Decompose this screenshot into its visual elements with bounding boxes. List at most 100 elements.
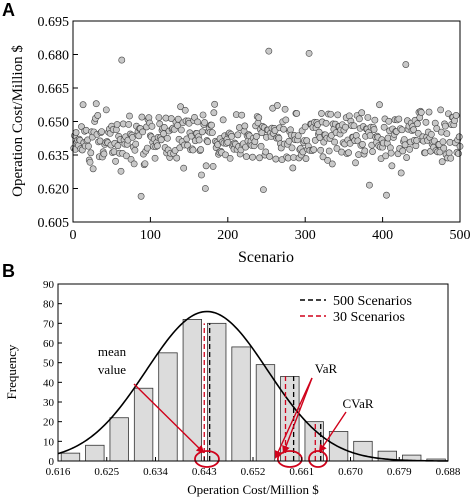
panel-b-fitted-curve xyxy=(57,310,448,462)
y-tick-label: 0.605 xyxy=(38,216,70,231)
panel-a: A 0 100 200 300 400 500 0.6050.6200.6350.6500… xyxy=(2,0,471,266)
y-tick-label: 20 xyxy=(43,417,55,429)
panel-b-annotations: mean value VaR CVaR xyxy=(98,344,374,468)
scatter-point xyxy=(382,152,390,160)
scatter-point xyxy=(345,149,352,157)
scatter-point xyxy=(114,142,122,150)
scatter-point xyxy=(285,137,293,145)
scatter-point xyxy=(438,158,446,166)
x-tick-label: 200 xyxy=(217,228,238,243)
scatter-point xyxy=(189,146,197,154)
scatter-point xyxy=(130,160,138,168)
scatter-point xyxy=(414,129,422,137)
scatter-point xyxy=(180,164,188,172)
panel-b-x-axis-label: Operation Cost/Million $ xyxy=(187,482,319,497)
scatter-point xyxy=(388,162,396,170)
scatter-point xyxy=(327,110,335,118)
scatter-point xyxy=(425,108,433,116)
scatter-point xyxy=(366,181,373,189)
scatter-point xyxy=(198,171,205,179)
scatter-point xyxy=(273,102,281,109)
annotation-mean-label: value xyxy=(98,362,126,377)
scatter-point xyxy=(173,154,181,162)
scatter-point xyxy=(112,157,119,165)
scatter-point xyxy=(266,153,273,160)
scatter-point xyxy=(222,151,229,159)
panel-a-letter: A xyxy=(2,0,15,20)
x-tick-label: 0.643 xyxy=(192,466,217,478)
histogram-bar xyxy=(158,352,178,462)
scatter-point xyxy=(324,156,332,164)
scatter-point xyxy=(157,136,165,144)
scatter-point xyxy=(226,155,234,162)
panel-b-letter: B xyxy=(2,261,15,281)
annotation-mean-label: mean xyxy=(98,344,127,359)
scatter-point xyxy=(260,186,267,194)
scatter-point xyxy=(211,100,219,108)
scatter-point xyxy=(255,114,263,122)
scatter-point xyxy=(358,109,366,117)
scatter-point xyxy=(455,150,462,158)
scatter-point xyxy=(102,106,110,114)
x-tick-label: 500 xyxy=(450,228,471,243)
scatter-point xyxy=(441,122,449,130)
scatter-point xyxy=(181,106,189,114)
scatter-point xyxy=(125,121,133,128)
scatter-point xyxy=(219,116,227,124)
y-tick-label: 50 xyxy=(43,358,55,370)
x-tick-label: 100 xyxy=(140,228,161,243)
scatter-point xyxy=(137,192,145,200)
scatter-point xyxy=(399,147,407,155)
histogram-bar xyxy=(182,318,202,462)
y-tick-label: 0.680 xyxy=(38,49,70,64)
scatter-point xyxy=(167,115,175,122)
scatter-point xyxy=(174,115,182,123)
annotation-var-label: VaR xyxy=(315,361,338,376)
scatter-point xyxy=(113,121,121,128)
scatter-point xyxy=(253,133,260,140)
scatter-point xyxy=(447,154,455,162)
y-tick-label: 0.695 xyxy=(38,15,70,30)
scatter-point xyxy=(369,148,376,155)
scatter-point xyxy=(177,126,185,134)
x-tick-label: 0.634 xyxy=(143,466,168,478)
scatter-point xyxy=(414,120,421,128)
scatter-point xyxy=(380,123,388,131)
scatter-point xyxy=(151,154,159,162)
y-tick-label: 10 xyxy=(43,436,55,448)
scatter-point xyxy=(370,126,378,133)
scatter-point xyxy=(94,112,102,119)
scatter-point xyxy=(302,155,310,162)
scatter-point xyxy=(350,122,358,130)
scatter-point xyxy=(395,115,403,123)
histogram-bar xyxy=(255,364,276,462)
scatter-point xyxy=(249,153,256,161)
histogram-bar xyxy=(109,417,129,462)
x-tick-label: 0.679 xyxy=(387,466,412,478)
scatter-point xyxy=(310,146,318,154)
scatter-point xyxy=(359,141,366,148)
x-tick-label: 0.661 xyxy=(289,466,314,478)
x-tick-label: 0.688 xyxy=(436,466,461,478)
y-tick-label: 70 xyxy=(43,318,55,330)
scatter-point xyxy=(197,146,205,153)
scatter-point xyxy=(194,118,202,126)
scatter-point xyxy=(294,132,302,140)
highlight-ellipse xyxy=(194,450,220,468)
scatter-point xyxy=(202,162,210,170)
y-tick-label: 40 xyxy=(43,377,55,389)
scatter-point xyxy=(406,145,414,153)
legend-label: 500 Scenarios xyxy=(333,294,412,309)
scatter-point xyxy=(177,103,184,111)
scatter-point xyxy=(199,111,207,119)
y-tick-label: 0.635 xyxy=(38,149,70,164)
scatter-point xyxy=(198,128,206,136)
scatter-point xyxy=(117,167,125,175)
scatter-point xyxy=(143,144,151,152)
panel-a-x-axis-label: Scenario xyxy=(238,249,294,266)
scatter-point xyxy=(262,148,270,156)
y-tick-label: 60 xyxy=(43,338,55,350)
scatter-point xyxy=(301,123,309,131)
